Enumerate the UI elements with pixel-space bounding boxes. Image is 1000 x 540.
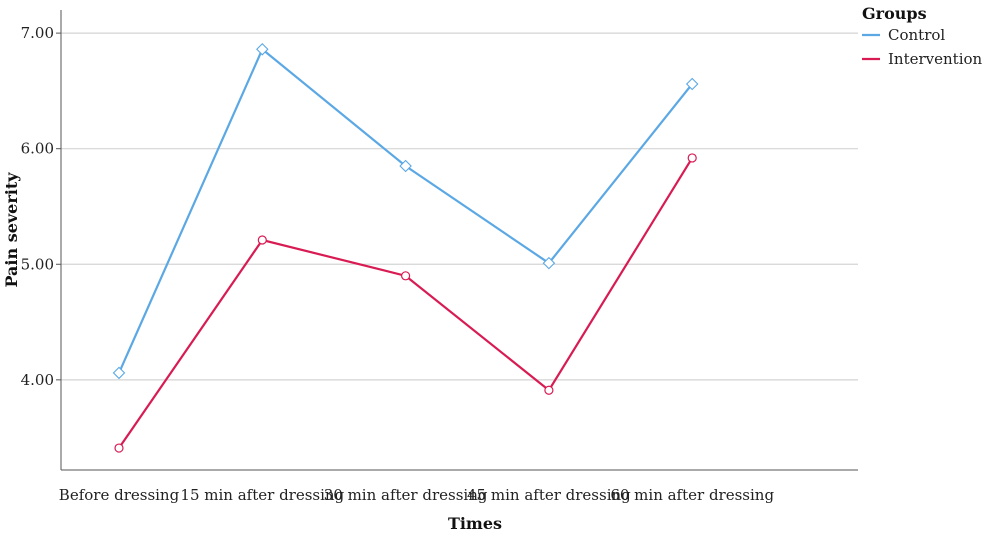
x-tick-label: 30 min after dressing bbox=[324, 486, 488, 504]
axes bbox=[60, 10, 858, 471]
legend-title: Groups bbox=[862, 4, 927, 23]
y-tick-labels: 4.00 5.00 6.00 7.00 bbox=[21, 24, 61, 389]
data-point-intervention bbox=[114, 443, 124, 453]
x-tick-label: 15 min after dressing bbox=[180, 486, 344, 504]
legend-label-control: Control bbox=[888, 26, 945, 44]
data-point-intervention bbox=[401, 271, 411, 281]
data-point-intervention bbox=[544, 385, 554, 395]
data-point-intervention bbox=[687, 153, 697, 163]
y-tick-label: 5.00 bbox=[21, 255, 54, 273]
data-point-control bbox=[542, 256, 556, 270]
series-markers bbox=[112, 43, 699, 453]
data-point-intervention bbox=[257, 235, 267, 245]
gridlines bbox=[61, 32, 858, 381]
y-axis-title: Pain severity bbox=[2, 172, 21, 288]
data-point-control bbox=[256, 43, 269, 56]
y-tick-label: 6.00 bbox=[21, 140, 54, 158]
data-point-control bbox=[399, 159, 412, 173]
x-tick-label: 60 min after dressing bbox=[610, 486, 774, 504]
x-tick-label: Before dressing bbox=[59, 486, 180, 504]
y-tick-label: 7.00 bbox=[21, 24, 54, 42]
x-axis-title: Times bbox=[448, 514, 502, 533]
series-lines bbox=[117, 47, 694, 449]
legend: Groups Control Intervention bbox=[862, 4, 983, 68]
x-tick-label: 45 min after dressing bbox=[467, 486, 631, 504]
y-tick-label: 4.00 bbox=[21, 371, 54, 389]
data-point-control bbox=[112, 366, 126, 380]
legend-label-intervention: Intervention bbox=[888, 50, 983, 68]
legend-items: Control Intervention bbox=[862, 26, 983, 68]
data-point-control bbox=[685, 77, 699, 91]
series-line-intervention bbox=[118, 157, 694, 449]
